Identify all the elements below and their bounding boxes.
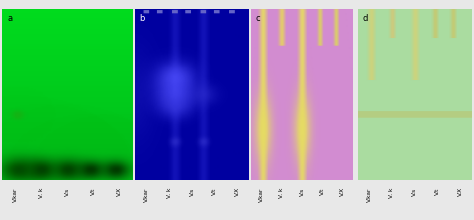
Text: V.X: V.X [117,187,122,196]
Text: V. k: V. k [279,187,284,198]
Text: b: b [140,14,145,23]
Text: V. k: V. k [167,187,172,198]
Text: V.t: V.t [435,187,440,195]
Text: V.t: V.t [91,187,96,195]
Text: V. k: V. k [39,187,44,198]
Text: V.t: V.t [320,187,325,195]
Text: V.kar: V.kar [13,187,18,202]
Text: V.kar: V.kar [367,187,372,202]
Text: V.s: V.s [300,187,305,196]
Text: a: a [8,14,13,23]
Text: d: d [363,14,368,23]
Text: V.s: V.s [190,187,194,196]
Text: c: c [255,14,260,23]
Text: V. k: V. k [390,187,394,198]
Text: V.t: V.t [212,187,217,195]
Text: V.X: V.X [235,187,240,196]
Text: V.kar: V.kar [144,187,149,202]
Text: V.X: V.X [340,187,346,196]
Text: V.s: V.s [412,187,417,196]
Text: V.s: V.s [65,187,70,196]
Text: V.X: V.X [458,187,463,196]
Text: V.kar: V.kar [259,187,264,202]
